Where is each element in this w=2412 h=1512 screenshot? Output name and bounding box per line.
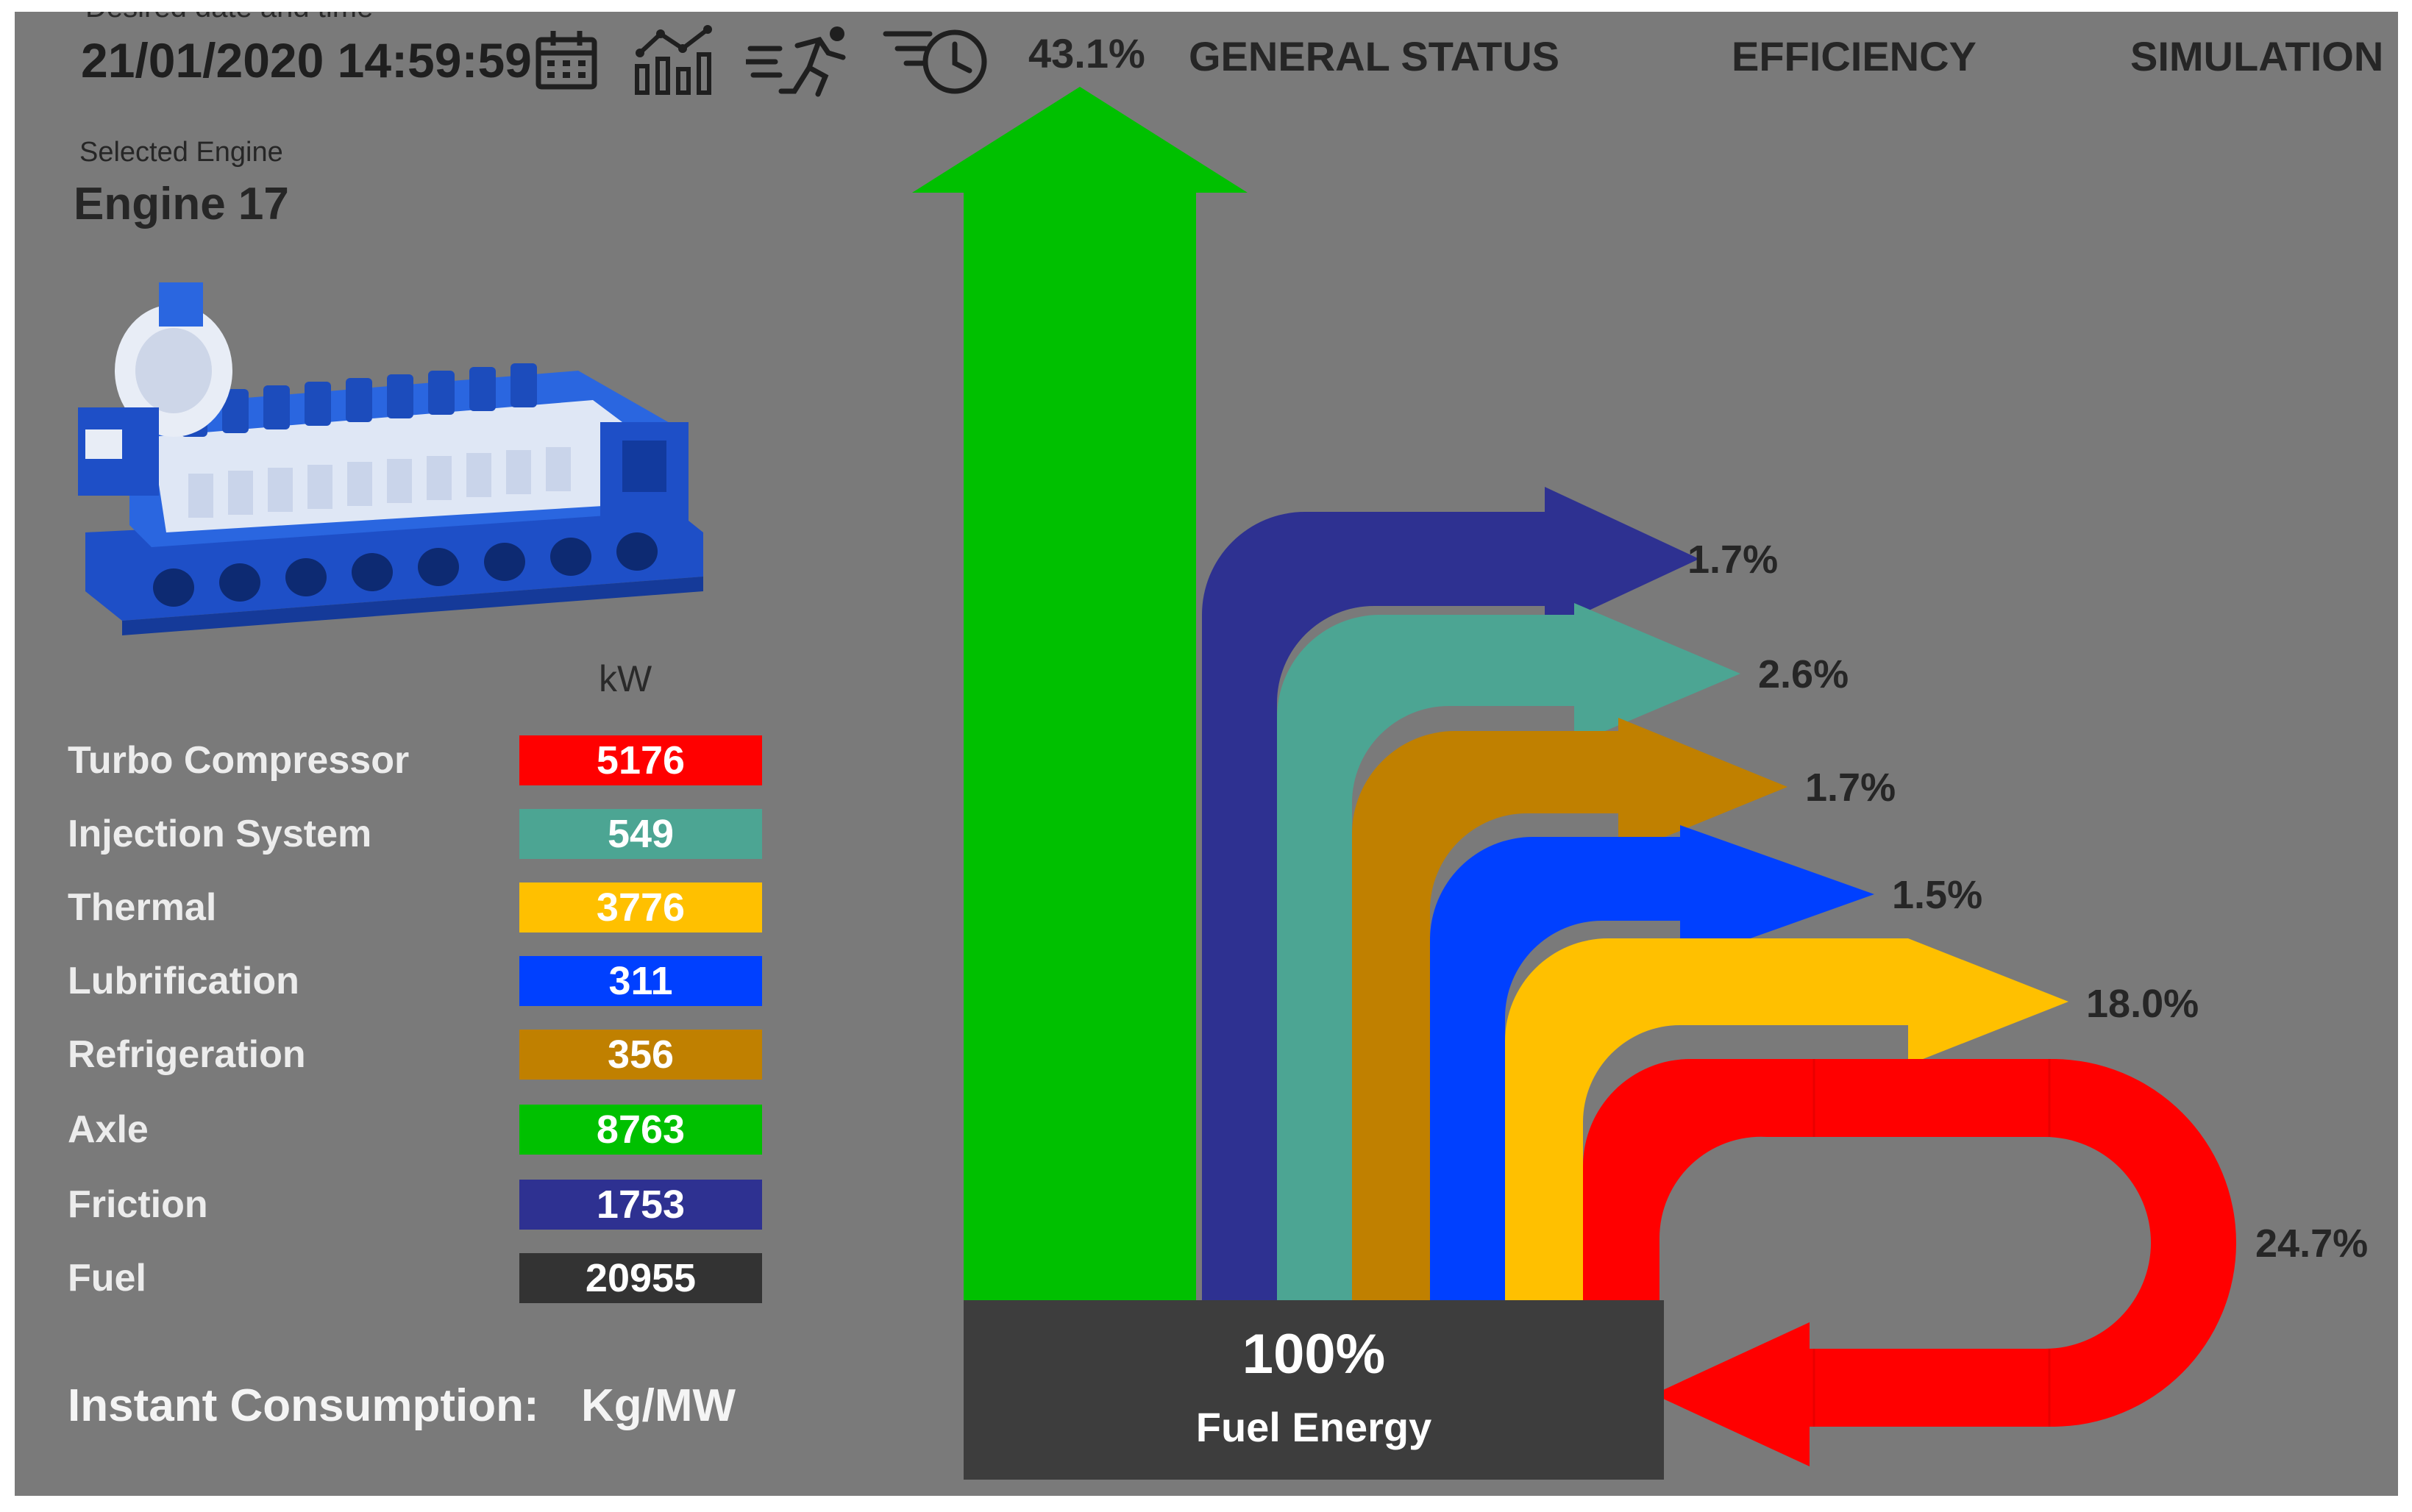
flow-refrigeration <box>1352 718 1787 1303</box>
label-turbo-compressor: Turbo Compressor <box>68 739 410 782</box>
history-icon[interactable] <box>883 24 993 97</box>
value-refrigeration: 356 <box>519 1030 762 1080</box>
flow-axle <box>912 87 1248 1303</box>
value-injection-system: 549 <box>519 809 762 859</box>
label-thermal: Thermal <box>68 886 217 929</box>
dashboard-panel: Desired date and time 21/01/2020 14:59:5… <box>15 12 2398 1496</box>
instant-consumption-unit: Kg/MW <box>581 1380 736 1431</box>
lubrification-percentage: 1.5% <box>1892 873 1983 917</box>
datetime-display[interactable]: 21/01/2020 14:59:59 <box>81 33 532 88</box>
fuel-energy-box: 100% Fuel Energy <box>964 1300 1664 1480</box>
thermal-percentage: 18.0% <box>2086 982 2199 1026</box>
calendar-icon[interactable] <box>530 24 603 97</box>
running-icon[interactable] <box>746 24 856 97</box>
flow-turbo-compressor <box>1583 1059 2236 1466</box>
instant-consumption-label: Instant Consumption: <box>68 1380 539 1431</box>
axle-percentage: 43.1% <box>1028 30 1145 76</box>
nav-efficiency[interactable]: EFFICIENCY <box>1732 33 1977 79</box>
engine-illustration <box>78 282 703 635</box>
nav-general-status[interactable]: GENERAL STATUS <box>1189 33 1560 79</box>
fuel-energy-label: Fuel Energy <box>1195 1404 1432 1450</box>
label-refrigeration: Refrigeration <box>68 1033 306 1076</box>
flow-thermal <box>1505 938 2068 1303</box>
turbo-compressor-percentage: 24.7% <box>2255 1222 2369 1266</box>
value-fuel: 20955 <box>519 1253 762 1303</box>
chart-icon[interactable] <box>631 24 719 97</box>
friction-percentage: 1.7% <box>1687 538 1779 582</box>
injection-percentage: 2.6% <box>1758 652 1849 696</box>
value-axle: 8763 <box>519 1105 762 1155</box>
label-friction: Friction <box>68 1183 208 1226</box>
refrigeration-percentage: 1.7% <box>1805 766 1896 810</box>
unit-label: kW <box>599 658 652 699</box>
energy-flow-diagram <box>912 87 2236 1466</box>
value-friction: 1753 <box>519 1180 762 1230</box>
label-lubrification: Lubrification <box>68 960 299 1002</box>
fuel-energy-percentage: 100% <box>1242 1323 1386 1386</box>
label-axle: Axle <box>68 1108 149 1151</box>
label-fuel: Fuel <box>68 1257 146 1299</box>
value-lubrification: 311 <box>519 956 762 1006</box>
label-injection-system: Injection System <box>68 813 372 855</box>
value-thermal: 3776 <box>519 882 762 932</box>
value-turbo-compressor: 5176 <box>519 735 762 785</box>
flow-friction <box>1202 487 1699 1303</box>
date-caption: Desired date and time <box>85 12 373 24</box>
flow-injection <box>1277 603 1740 1303</box>
selected-engine-label: Selected Engine <box>79 137 283 168</box>
nav-simulation[interactable]: SIMULATION <box>2130 33 2384 79</box>
flow-lubrification <box>1430 825 1874 1303</box>
engine-name[interactable]: Engine 17 <box>74 179 289 229</box>
